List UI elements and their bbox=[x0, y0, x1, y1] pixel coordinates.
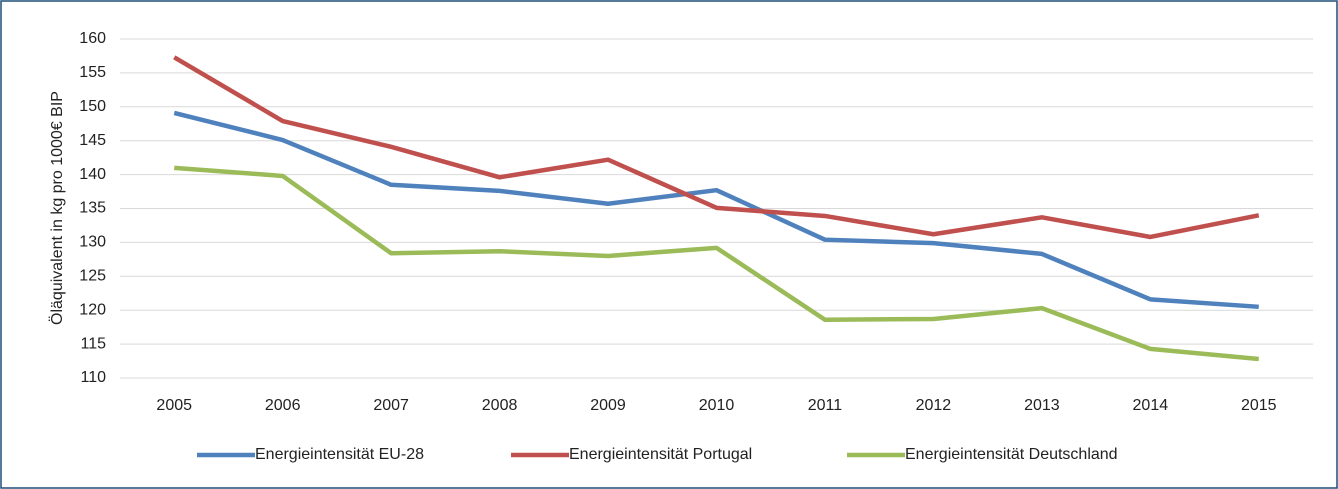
y-tick-label: 135 bbox=[79, 200, 106, 217]
y-tick-label: 125 bbox=[79, 268, 106, 285]
x-tick-label: 2013 bbox=[1024, 397, 1060, 414]
x-tick-label: 2007 bbox=[373, 397, 409, 414]
series-line bbox=[174, 165, 1259, 362]
series-line bbox=[173, 55, 1260, 240]
x-tick-label: 2015 bbox=[1241, 397, 1277, 414]
y-tick-label: 115 bbox=[80, 335, 106, 352]
x-tick-label: 2008 bbox=[482, 397, 518, 414]
x-tick-label: 2005 bbox=[156, 397, 192, 414]
x-tick-label: 2011 bbox=[808, 397, 843, 414]
y-axis-label: Öläquivalent in kg pro 1000€ BIP bbox=[48, 91, 66, 325]
y-tick-label: 150 bbox=[79, 98, 106, 115]
y-tick-label: 110 bbox=[80, 369, 106, 386]
series-line bbox=[173, 110, 1259, 310]
x-tick-label: 2006 bbox=[265, 397, 301, 414]
y-tick-label: 120 bbox=[79, 301, 106, 318]
legend-label: Energieintensität Portugal bbox=[569, 446, 752, 463]
x-tick-label: 2009 bbox=[590, 397, 626, 414]
x-tick-label: 2014 bbox=[1133, 397, 1169, 414]
legend-label: Energieintensität Deutschland bbox=[905, 446, 1118, 463]
y-tick-label: 140 bbox=[79, 166, 106, 183]
legend-label: Energieintensität EU-28 bbox=[255, 446, 424, 463]
y-tick-label: 145 bbox=[79, 132, 106, 149]
y-tick-label: 130 bbox=[79, 234, 106, 251]
x-tick-label: 2012 bbox=[916, 397, 952, 414]
y-tick-label: 155 bbox=[79, 64, 106, 81]
x-tick-label: 2010 bbox=[699, 397, 735, 414]
y-tick-label: 160 bbox=[79, 30, 106, 47]
